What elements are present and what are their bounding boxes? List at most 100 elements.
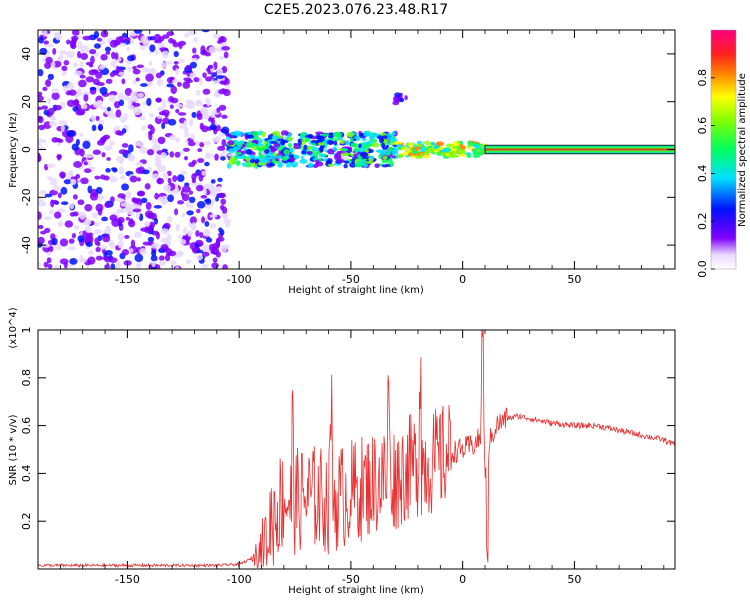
snr-ticks: -150 -100 -50 0 50 0.2 0.4 0.6 0.8 1: [20, 327, 675, 586]
heatmap-cell: [91, 69, 99, 74]
heatmap-cell: [125, 216, 130, 221]
heatmap-cell: [317, 142, 325, 146]
heatmap-cell: [278, 162, 283, 168]
heatmap-cell: [392, 100, 400, 106]
snr-series-line: [38, 330, 675, 569]
heatmap-cell: [209, 223, 217, 229]
heatmap-cell: [47, 263, 53, 269]
heatmap-cell: [79, 148, 85, 157]
heatmap-cell: [172, 79, 181, 84]
x-tick-label: -100: [227, 273, 252, 286]
heatmap-cell: [362, 163, 369, 168]
heatmap-cell: [61, 65, 68, 72]
heatmap-cell: [128, 144, 134, 153]
heatmap-cell: [312, 163, 319, 169]
heatmap-cell: [212, 72, 218, 77]
heatmap-cell: [92, 149, 102, 155]
heatmap-cell: [59, 238, 69, 247]
heatmap-cell: [170, 97, 179, 104]
heatmap-cell: [226, 153, 236, 157]
heatmap-cell: [184, 32, 190, 38]
heatmap-cell: [175, 108, 180, 114]
heatmap-cell: [216, 107, 221, 113]
y-tick-label: 0.8: [20, 369, 33, 387]
heatmap-cell: [204, 76, 213, 82]
heatmap-cell: [334, 131, 343, 138]
heatmap-cell: [127, 153, 134, 161]
heatmap-cell: [179, 170, 187, 175]
heatmap-cell: [100, 106, 107, 111]
spectrogram-panel: -150 -100 -50 0 50 -40 -20 0 20 40 Height of stra…: [8, 29, 676, 296]
heatmap-cell: [357, 143, 362, 149]
heatmap-cell: [204, 98, 210, 103]
heatmap-cell: [169, 104, 174, 109]
heatmap-cell: [220, 156, 226, 161]
heatmap-cell: [141, 125, 147, 131]
heatmap-cell: [113, 101, 121, 109]
heatmap-cell: [223, 51, 229, 59]
heatmap-cell: [72, 105, 79, 112]
heatmap-cell: [216, 68, 224, 76]
heatmap-cell: [378, 132, 387, 136]
figure-title: C2E5.2023.076.23.48.R17: [264, 2, 448, 18]
heatmap-cell: [346, 131, 354, 138]
heatmap-cell: [38, 196, 43, 203]
heatmap-cell: [250, 142, 257, 147]
heatmap-cell: [449, 153, 457, 158]
heatmap-cell: [220, 204, 225, 211]
heatmap-cell: [197, 158, 205, 163]
heatmap-cell: [84, 218, 92, 226]
heatmap-cell: [87, 232, 94, 237]
heatmap-cell: [169, 134, 177, 141]
heatmap-cell: [217, 88, 227, 95]
heatmap-cell: [124, 234, 130, 239]
heatmap-cell: [459, 153, 468, 157]
heatmap-cell: [176, 174, 185, 183]
heatmap-cell: [91, 212, 99, 219]
heatmap-cell: [389, 162, 394, 167]
heatmap-cell: [78, 79, 87, 88]
heatmap-cell: [374, 163, 380, 169]
heatmap-cell: [45, 43, 54, 48]
heatmap-cell: [327, 132, 334, 139]
heatmap-cell: [121, 128, 127, 134]
heatmap-cell: [156, 177, 165, 185]
heatmap-cell: [84, 153, 94, 159]
y-tick-label: 0.2: [20, 512, 33, 530]
x-tick-label: 0: [459, 573, 466, 586]
heatmap-cell: [157, 136, 166, 145]
heatmap-cell: [130, 239, 136, 248]
heatmap-cell: [123, 112, 128, 121]
heatmap-cell: [53, 211, 62, 219]
heatmap-cell: [80, 52, 89, 60]
heatmap-cell: [200, 106, 206, 115]
heatmap-cell: [106, 106, 112, 112]
heatmap-cell: [451, 150, 459, 154]
heatmap-cell: [102, 234, 111, 243]
heatmap-cell: [213, 33, 220, 39]
heatmap-cell: [109, 214, 118, 222]
colorbar-frame: [710, 29, 737, 270]
heatmap-cell: [124, 37, 131, 43]
heatmap-cell: [420, 147, 427, 153]
heatmap-cell: [57, 220, 63, 228]
heatmap-cell: [227, 140, 235, 146]
heatmap-cell: [459, 145, 466, 150]
heatmap-cell: [155, 72, 163, 79]
heatmap-cell: [140, 35, 149, 44]
heatmap-cell: [105, 51, 111, 55]
heatmap-cell: [282, 134, 287, 140]
heatmap-cell: [210, 179, 216, 184]
heatmap-cell: [118, 166, 125, 175]
heatmap-cell: [155, 264, 161, 269]
heatmap-cell: [430, 142, 436, 146]
heatmap-cell: [264, 148, 270, 154]
heatmap-cell: [132, 65, 137, 70]
heatmap-cell: [273, 143, 281, 148]
heatmap-cell: [60, 124, 65, 132]
heatmap-cell: [127, 66, 132, 72]
heatmap-cell: [150, 255, 158, 262]
heatmap-cell: [112, 168, 118, 173]
heatmap-cell: [141, 169, 150, 175]
heatmap-cell: [154, 39, 163, 44]
